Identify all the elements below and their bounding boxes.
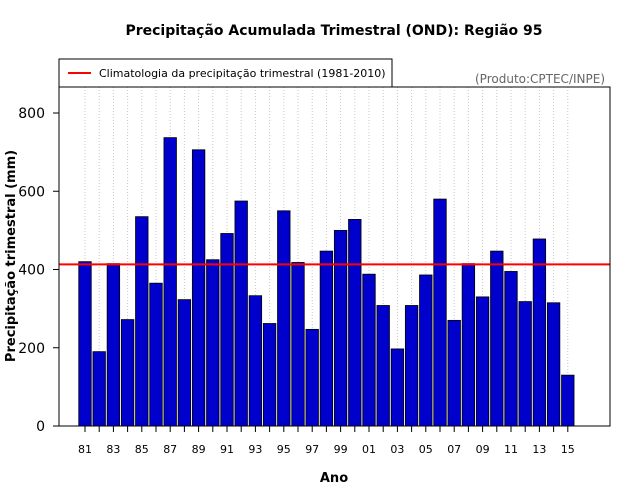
x-tick-label-99: 99 (334, 443, 348, 456)
bar-89 (191, 149, 206, 427)
legend: Climatologia da precipitação trimestral … (58, 58, 393, 88)
y-tick-label-200: 200 (18, 341, 45, 357)
bar-08 (461, 263, 476, 427)
bar-85 (135, 216, 149, 427)
x-tick-label-11: 11 (504, 443, 518, 456)
x-tick-label-03: 03 (390, 443, 404, 456)
bar-04 (404, 305, 419, 427)
y-axis: 0 200 400 600 800 (18, 106, 59, 435)
legend-box (58, 58, 393, 88)
x-axis-label: Ano (320, 471, 348, 486)
bar-95 (277, 210, 291, 427)
x-tick-label-85: 85 (135, 443, 149, 456)
bar-90 (206, 259, 220, 427)
bar-13 (532, 238, 547, 427)
y-tick-label-0: 0 (36, 419, 45, 435)
bar-96 (291, 262, 305, 427)
x-tick-label-95: 95 (277, 443, 291, 456)
bar-81 (78, 261, 92, 427)
bar-98 (319, 250, 334, 427)
bar-97 (305, 328, 319, 427)
bar-84 (120, 319, 135, 427)
y-axis-label: Precipitação trimestral (mm) (4, 150, 19, 362)
bar-82 (92, 351, 106, 427)
x-tick-label-09: 09 (476, 443, 490, 456)
x-tick-label-91: 91 (220, 443, 234, 456)
bar-11 (504, 271, 518, 427)
x-axis: 81 83 85 87 89 91 93 95 97 99 01 03 05 07 09 11 13 15 (78, 426, 575, 456)
bar-01 (362, 273, 376, 427)
bar-87 (163, 137, 177, 427)
bar-03 (390, 348, 405, 427)
x-tick-label-97: 97 (305, 443, 319, 456)
y-tick-label-600: 600 (18, 184, 45, 200)
bar-92 (234, 200, 248, 427)
bar-83 (106, 263, 121, 427)
bar-10 (490, 250, 504, 427)
bar-05 (419, 274, 433, 427)
bar-88 (177, 299, 192, 427)
x-tick-label-15: 15 (561, 443, 575, 456)
bar-02 (376, 305, 390, 427)
x-tick-label-05: 05 (419, 443, 433, 456)
bar-93 (248, 295, 263, 427)
x-tick-label-93: 93 (248, 443, 262, 456)
x-tick-label-87: 87 (163, 443, 177, 456)
bar-91 (220, 233, 234, 427)
bar-12 (518, 301, 532, 427)
bar-09 (475, 296, 490, 427)
bar-86 (149, 282, 163, 427)
bar-06 (433, 198, 447, 427)
x-tick-label-81: 81 (78, 443, 92, 456)
y-tick-label-400: 400 (18, 263, 45, 279)
bar-99 (333, 229, 348, 427)
x-tick-label-07: 07 (447, 443, 461, 456)
bar-94 (262, 323, 277, 427)
x-tick-label-83: 83 (106, 443, 120, 456)
chart-title: Precipitação Acumulada Trimestral (OND):… (125, 23, 542, 39)
bar-07 (447, 319, 461, 427)
bar-15 (561, 374, 575, 427)
y-tick-label-800: 800 (18, 106, 45, 122)
bar-00 (348, 219, 362, 427)
credit-label: (Produto:CPTEC/INPE) (475, 72, 605, 86)
legend-label: Climatologia da precipitação trimestral … (99, 67, 386, 80)
bar-14 (546, 302, 561, 427)
x-tick-label-89: 89 (192, 443, 206, 456)
x-tick-label-01: 01 (362, 443, 376, 456)
x-tick-label-13: 13 (532, 443, 546, 456)
